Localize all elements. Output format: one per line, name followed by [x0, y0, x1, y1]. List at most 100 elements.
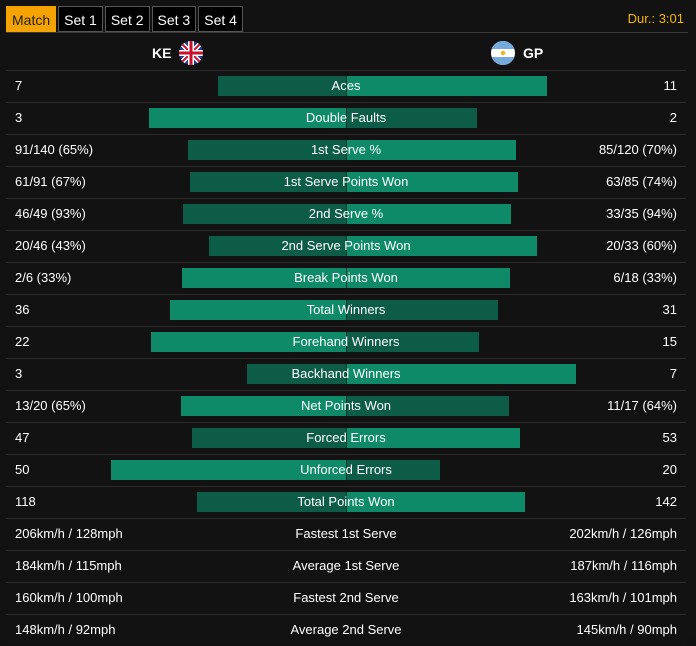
stat-bar-left: [209, 236, 346, 256]
bar-divider: [346, 492, 347, 512]
tab-set-1[interactable]: Set 1: [58, 6, 103, 32]
player-right-name: GP: [523, 45, 544, 61]
stat-right-value: 20: [662, 462, 677, 477]
bar-divider: [346, 300, 347, 320]
stat-left-value: 118: [15, 494, 36, 509]
stat-left-value: 3: [15, 110, 23, 125]
stat-label: Double Faults: [305, 110, 387, 125]
stat-bar-left: [111, 460, 346, 480]
stat-bar-right: [346, 108, 477, 128]
stat-row: 91/140 (65%) 1st Serve % 85/120 (70%): [6, 134, 686, 165]
stat-label: Net Points Won: [300, 398, 392, 413]
stat-bar-left: [188, 140, 346, 160]
stat-row: 184km/h / 115mph Average 1st Serve 187km/h…: [6, 550, 686, 581]
stat-bar-right: [346, 492, 525, 512]
uk-flag-icon: [179, 41, 204, 65]
stat-row: 148km/h / 92mph Average 2nd Serve 145km/h …: [6, 614, 686, 645]
stat-left-value: 7: [15, 78, 23, 93]
bar-divider: [346, 268, 347, 288]
stat-left-value: 2/6 (33%): [15, 270, 72, 285]
stat-bar-right: [346, 332, 479, 352]
stat-label: 2nd Serve %: [308, 206, 384, 221]
stat-bar-left: [183, 204, 346, 224]
stat-label: Break Points Won: [294, 270, 398, 285]
bar-divider: [346, 140, 347, 160]
stat-right-value: 15: [662, 334, 677, 349]
stats-table: 7 Aces 11 3 Double Faults 2 91/140 (65%) 1st Se…: [6, 70, 686, 646]
stat-left-value: 184km/h / 115mph: [15, 558, 122, 573]
stat-bar-left: [190, 172, 346, 192]
stat-right-value: 11: [663, 78, 678, 93]
stat-label: 1st Serve %: [310, 142, 382, 157]
stat-bar-right: [346, 236, 537, 256]
stat-bar-right: [346, 204, 511, 224]
stat-right-value: 11/17 (64%): [607, 398, 677, 413]
stat-bar-right: [346, 300, 498, 320]
stat-label: Average 1st Serve: [292, 558, 400, 573]
stat-bar-right: [346, 268, 510, 288]
stat-label: Total Points Won: [297, 494, 395, 509]
stat-label: Fastest 2nd Serve: [293, 590, 399, 605]
player-left-name: KE: [152, 45, 172, 61]
stat-left-value: 91/140 (65%): [15, 142, 94, 157]
stat-row: 20/46 (43%) 2nd Serve Points Won 20/33 (60…: [6, 230, 686, 261]
stat-right-value: 7: [669, 366, 677, 381]
match-duration: Dur.: 3:01: [627, 11, 684, 26]
bar-divider: [346, 396, 347, 416]
stat-bar-right: [346, 76, 547, 96]
tab-match[interactable]: Match: [6, 6, 57, 32]
stat-row: 3 Backhand Winners 7: [6, 358, 686, 389]
stat-row: 47 Forced Errors 53: [6, 422, 686, 453]
stat-right-value: 63/85 (74%): [606, 174, 677, 189]
bar-divider: [346, 428, 347, 448]
stat-bar-left: [247, 364, 346, 384]
stat-right-value: 20/33 (60%): [606, 238, 677, 253]
stat-bar-left: [151, 332, 346, 352]
stat-left-value: 13/20 (65%): [15, 398, 86, 413]
bar-divider: [346, 204, 347, 224]
stat-row: 206km/h / 128mph Fastest 1st Serve 202km/h…: [6, 518, 686, 549]
stat-label: Average 2nd Serve: [290, 622, 402, 637]
header-divider: [6, 32, 688, 33]
stat-bar-left: [170, 300, 346, 320]
stat-bar-left: [197, 492, 346, 512]
tab-set-3[interactable]: Set 3: [151, 6, 197, 32]
stat-label: 2nd Serve Points Won: [281, 238, 411, 253]
stat-row: 13/20 (65%) Net Points Won 11/17 (64%): [6, 390, 686, 421]
stat-label: Forehand Winners: [292, 334, 400, 349]
stat-right-value: 31: [662, 302, 677, 317]
stat-label: Fastest 1st Serve: [295, 526, 397, 541]
tab-set-4[interactable]: Set 4: [198, 6, 243, 32]
stat-row: 61/91 (67%) 1st Serve Points Won 63/85 (74…: [6, 166, 686, 197]
stat-right-value: 202km/h / 126mph: [569, 526, 677, 541]
bar-divider: [346, 172, 347, 192]
stat-left-value: 148km/h / 92mph: [15, 622, 116, 637]
stat-label: Total Winners: [306, 302, 386, 317]
stat-left-value: 46/49 (93%): [15, 206, 86, 221]
stat-left-value: 160km/h / 100mph: [15, 590, 123, 605]
stat-row: 7 Aces 11: [6, 70, 686, 101]
bar-divider: [346, 76, 347, 96]
stat-bar-left: [181, 396, 346, 416]
stat-right-value: 2: [669, 110, 677, 125]
stat-bar-left: [182, 268, 346, 288]
stat-row: 3 Double Faults 2: [6, 102, 686, 133]
player-right: GP: [491, 40, 543, 66]
bar-divider: [346, 236, 347, 256]
stat-label: Forced Errors: [306, 430, 386, 445]
stat-right-value: 85/120 (70%): [598, 142, 677, 157]
stat-label: 1st Serve Points Won: [283, 174, 409, 189]
bar-divider: [346, 364, 347, 384]
stat-left-value: 50: [15, 462, 30, 477]
stat-row: 160km/h / 100mph Fastest 2nd Serve 163km/h…: [6, 582, 686, 613]
argentina-flag-icon: [491, 41, 515, 65]
stat-right-value: 6/18 (33%): [613, 270, 677, 285]
stat-right-value: 187km/h / 116mph: [570, 558, 677, 573]
tab-set-2[interactable]: Set 2: [104, 6, 150, 32]
stat-bar-right: [346, 396, 509, 416]
stat-bar-right: [346, 172, 518, 192]
stat-left-value: 22: [15, 334, 30, 349]
stat-right-value: 33/35 (94%): [606, 206, 677, 221]
stat-left-value: 61/91 (67%): [15, 174, 86, 189]
